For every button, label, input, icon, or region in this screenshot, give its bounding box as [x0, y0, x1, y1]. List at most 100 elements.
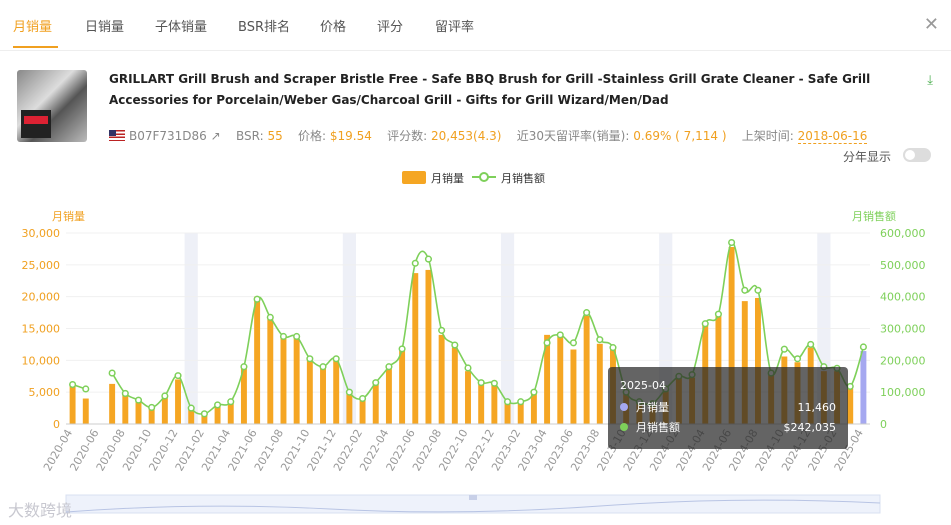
bar[interactable]: [860, 351, 867, 424]
bar[interactable]: [478, 383, 485, 424]
revenue-point[interactable]: [859, 343, 867, 351]
bar[interactable]: [583, 315, 590, 424]
bar[interactable]: [148, 407, 155, 424]
tab-daily-sales[interactable]: 日销量: [85, 20, 125, 35]
revenue-point[interactable]: [134, 396, 143, 404]
bar[interactable]: [465, 371, 471, 424]
bar[interactable]: [755, 297, 761, 424]
tab-rating[interactable]: 评分: [377, 20, 404, 35]
revenue-point[interactable]: [424, 255, 433, 263]
tab-price[interactable]: 价格: [320, 20, 347, 35]
asin[interactable]: B07F731D86: [129, 129, 207, 143]
revenue-point[interactable]: [279, 332, 288, 341]
revenue-point[interactable]: [490, 379, 498, 387]
close-icon[interactable]: ✕: [923, 14, 939, 35]
legend-label-revenue[interactable]: 月销售额: [501, 171, 545, 185]
bar[interactable]: [227, 401, 234, 424]
bar[interactable]: [122, 393, 129, 424]
bar[interactable]: [306, 360, 313, 424]
bar[interactable]: [109, 383, 116, 424]
legend-label-sales[interactable]: 月销量: [431, 171, 464, 185]
revenue-point[interactable]: [108, 369, 116, 377]
bar[interactable]: [399, 348, 406, 424]
revenue-point[interactable]: [701, 320, 709, 328]
revenue-point[interactable]: [728, 239, 736, 247]
bar[interactable]: [728, 247, 735, 424]
bar[interactable]: [240, 367, 247, 424]
revenue-point[interactable]: [69, 380, 77, 389]
revenue-point[interactable]: [187, 404, 195, 412]
revenue-point[interactable]: [214, 401, 222, 409]
revenue-point[interactable]: [741, 286, 749, 294]
revenue-point[interactable]: [583, 309, 591, 317]
revenue-point[interactable]: [846, 382, 854, 390]
revenue-point[interactable]: [517, 398, 525, 406]
bar[interactable]: [135, 400, 142, 424]
bar[interactable]: [425, 269, 432, 424]
bar[interactable]: [254, 296, 261, 424]
revenue-point[interactable]: [174, 372, 182, 380]
tab-bsr-rank[interactable]: BSR排名: [238, 20, 290, 35]
revenue-point[interactable]: [754, 286, 762, 294]
bar[interactable]: [557, 334, 564, 424]
revenue-point[interactable]: [82, 385, 90, 393]
revenue-point[interactable]: [596, 336, 604, 344]
external-link-icon[interactable]: ↗: [210, 129, 221, 143]
bar[interactable]: [201, 414, 208, 424]
tab-variant-sales[interactable]: 子体销量: [155, 20, 208, 35]
revenue-point[interactable]: [148, 403, 156, 411]
revenue-point[interactable]: [306, 355, 314, 363]
revenue-point[interactable]: [240, 363, 248, 371]
revenue-point[interactable]: [227, 398, 235, 406]
product-title[interactable]: GRILLART Grill Brush and Scraper Bristle…: [109, 72, 871, 107]
revenue-point[interactable]: [609, 344, 617, 352]
revenue-point[interactable]: [451, 341, 459, 349]
revenue-point[interactable]: [464, 364, 472, 372]
bar[interactable]: [346, 392, 353, 424]
bar[interactable]: [491, 383, 498, 424]
bar[interactable]: [412, 273, 419, 424]
bar[interactable]: [320, 366, 326, 424]
revenue-point[interactable]: [200, 410, 208, 418]
download-icon[interactable]: ⤓: [927, 73, 933, 88]
revenue-point[interactable]: [319, 363, 327, 371]
bar[interactable]: [175, 379, 181, 424]
revenue-point[interactable]: [372, 379, 380, 387]
bar[interactable]: [69, 384, 76, 424]
bar[interactable]: [280, 338, 287, 424]
revenue-point[interactable]: [332, 355, 340, 363]
revenue-point[interactable]: [543, 339, 551, 347]
revenue-point[interactable]: [556, 331, 564, 339]
revenue-point[interactable]: [266, 313, 274, 321]
bar[interactable]: [372, 382, 379, 424]
revenue-point[interactable]: [438, 326, 446, 334]
bar[interactable]: [530, 392, 537, 424]
revenue-point[interactable]: [359, 394, 367, 403]
zoom-slider-handle[interactable]: [469, 495, 477, 500]
revenue-point[interactable]: [253, 295, 261, 303]
tab-monthly-sales[interactable]: 月销量: [13, 20, 53, 35]
bar[interactable]: [847, 388, 854, 424]
bar[interactable]: [359, 398, 366, 424]
revenue-point[interactable]: [477, 379, 485, 387]
revenue-point[interactable]: [121, 389, 129, 397]
bar[interactable]: [570, 349, 577, 424]
bar[interactable]: [596, 343, 603, 424]
yearly-toggle[interactable]: [903, 148, 931, 162]
bar[interactable]: [188, 408, 195, 424]
revenue-point[interactable]: [793, 355, 802, 363]
bar[interactable]: [385, 366, 392, 424]
bar[interactable]: [293, 338, 300, 424]
revenue-point[interactable]: [345, 388, 353, 396]
bar[interactable]: [741, 301, 748, 424]
bar[interactable]: [267, 318, 274, 424]
bar[interactable]: [451, 347, 458, 424]
bar[interactable]: [438, 334, 445, 424]
tab-review-rate[interactable]: 留评率: [435, 20, 475, 35]
bar[interactable]: [82, 398, 89, 424]
revenue-point[interactable]: [161, 392, 169, 400]
bar[interactable]: [504, 402, 511, 424]
revenue-point[interactable]: [714, 310, 722, 318]
revenue-point[interactable]: [569, 339, 577, 347]
bar[interactable]: [214, 404, 221, 424]
